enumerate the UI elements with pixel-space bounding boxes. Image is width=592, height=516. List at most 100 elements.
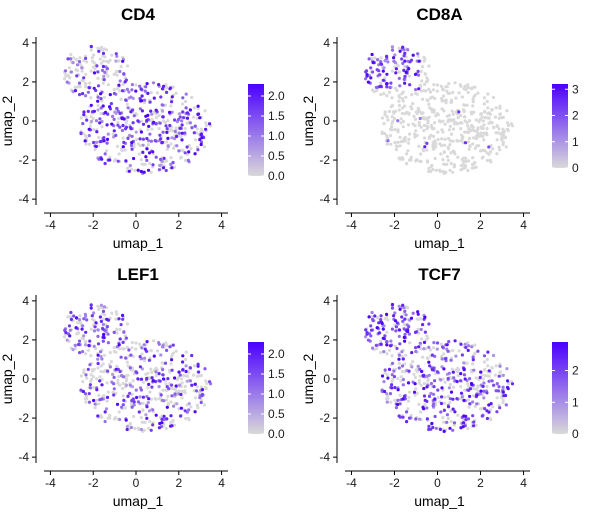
cell-point [382, 66, 386, 70]
cell-point [86, 348, 90, 352]
cell-point [414, 129, 418, 133]
cell-point [390, 69, 394, 73]
cell-point [491, 353, 496, 358]
cell-point [400, 106, 405, 110]
cell-point [485, 357, 489, 362]
cell-point [94, 144, 98, 149]
cell-point [78, 56, 82, 60]
cell-point [78, 351, 82, 355]
cell-point [89, 119, 94, 123]
cell-point [494, 364, 498, 368]
cell-point [405, 420, 409, 424]
cell-point [436, 388, 440, 392]
cell-point [129, 110, 133, 114]
cell-point [422, 82, 427, 86]
colorbar-label: 0 [572, 161, 579, 175]
cell-point [180, 377, 184, 381]
cell-point [454, 354, 458, 358]
cell-point [471, 97, 475, 101]
cell-point [438, 168, 442, 172]
cell-point [491, 147, 495, 151]
cell-point [428, 364, 432, 368]
cell-point [443, 122, 447, 126]
cell-point [397, 46, 401, 50]
cell-point [446, 416, 450, 420]
cell-point [371, 88, 375, 92]
cell-point [479, 407, 483, 411]
cell-point [87, 86, 91, 90]
cell-point [501, 140, 505, 144]
cell-point [425, 406, 429, 410]
cell-point [66, 315, 70, 319]
cell-point [161, 130, 165, 134]
cell-point [89, 69, 93, 73]
cell-point [112, 129, 116, 133]
cell-point [403, 59, 407, 63]
cell-point [118, 79, 122, 83]
cell-point [130, 341, 134, 345]
cell-point [106, 369, 110, 373]
cell-point [102, 305, 106, 309]
cell-point [96, 108, 100, 112]
cell-point [406, 381, 411, 385]
cell-point [108, 416, 112, 420]
cell-point [396, 128, 400, 132]
cell-point [124, 98, 128, 102]
cell-point [396, 140, 400, 144]
cell-point [409, 158, 413, 162]
cell-point [423, 398, 427, 402]
cell-point [198, 374, 202, 378]
cell-point [501, 398, 505, 402]
cell-point [148, 161, 152, 166]
cell-point [412, 390, 417, 394]
cell-point [466, 140, 470, 144]
cell-point [114, 59, 118, 63]
cell-point [134, 388, 138, 392]
cell-point [85, 376, 89, 380]
colorbar-label: 3 [572, 82, 579, 96]
cell-point [370, 310, 374, 315]
cell-point [145, 118, 149, 123]
cell-point [108, 351, 112, 355]
cell-point [88, 363, 92, 367]
cell-point [114, 317, 118, 321]
cell-point [482, 396, 486, 400]
cell-point [192, 106, 196, 110]
cell-point [386, 60, 390, 64]
cell-point [130, 83, 134, 87]
cell-point [463, 103, 467, 107]
cell-point [168, 370, 172, 374]
cell-point [151, 163, 155, 167]
cell-point [432, 392, 436, 396]
cell-point [124, 356, 128, 360]
cell-point [71, 348, 75, 352]
feature-panel-lef1: LEF1-4 -2 0 2 4-4-2024umap_1umap_20.00.51.01… [0, 265, 285, 509]
cell-point [370, 315, 374, 319]
cell-point [397, 414, 401, 418]
cell-point [105, 141, 109, 145]
cell-point [73, 347, 78, 351]
cell-point [427, 87, 431, 91]
cell-point [79, 116, 83, 120]
cell-point [84, 85, 88, 89]
cell-point [170, 383, 174, 387]
cell-point [396, 144, 400, 149]
cell-point [401, 303, 405, 307]
cell-point [427, 394, 432, 398]
cell-point [436, 137, 440, 142]
x-tick-label: 4 [218, 218, 225, 232]
cell-point [386, 318, 390, 322]
cell-point [388, 90, 392, 94]
cell-point [506, 121, 510, 125]
cell-point [384, 397, 388, 401]
cell-point [397, 353, 401, 357]
cell-point [483, 109, 487, 113]
cell-point [148, 100, 152, 104]
cell-point [147, 382, 151, 386]
cell-point [96, 95, 100, 99]
cell-point [496, 389, 500, 393]
cell-point [505, 367, 509, 371]
cell-point [397, 334, 401, 338]
cell-point [472, 162, 476, 166]
